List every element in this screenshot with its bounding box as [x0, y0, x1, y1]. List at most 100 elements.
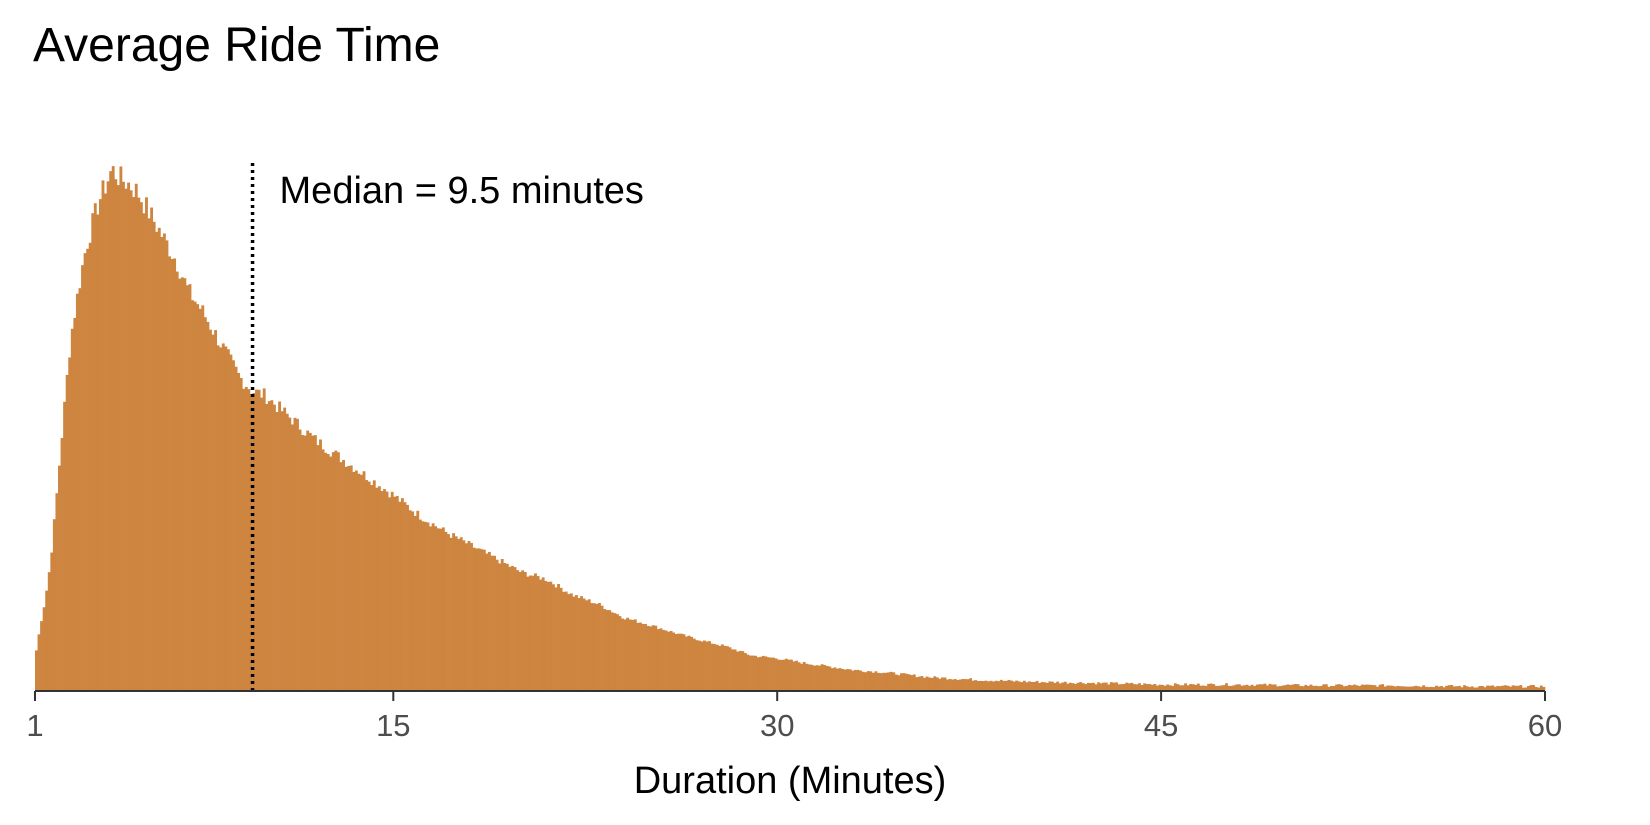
histogram-bar — [984, 680, 988, 690]
histogram-bar — [1035, 680, 1039, 690]
histogram-bar — [1276, 686, 1280, 690]
histogram-bar — [370, 485, 374, 690]
histogram-bar — [987, 681, 990, 690]
histogram-bar — [564, 591, 568, 690]
histogram-bar — [1196, 683, 1200, 690]
histogram-bar — [1237, 684, 1241, 690]
histogram-bar — [784, 658, 788, 690]
histogram-bar — [1468, 687, 1472, 690]
histogram-bar — [475, 548, 479, 690]
histogram-bar — [395, 495, 399, 690]
histogram-bar — [270, 400, 274, 690]
histogram-bar — [1498, 686, 1502, 690]
histogram-bar — [1191, 684, 1195, 690]
histogram-bar — [708, 641, 711, 690]
histogram-bar — [1217, 685, 1221, 690]
histogram-bar — [1140, 685, 1144, 690]
histogram-bar — [1501, 685, 1505, 690]
histogram-bar — [805, 663, 809, 690]
histogram-bar — [255, 389, 258, 690]
histogram-bar — [1539, 685, 1543, 690]
histogram-bar — [1473, 687, 1477, 690]
histogram-bar — [1092, 682, 1095, 690]
histogram-bar — [324, 452, 328, 690]
histogram-bar — [823, 665, 827, 690]
histogram-bar — [40, 621, 43, 690]
histogram-bar — [1199, 685, 1203, 690]
histogram-bar — [746, 654, 750, 690]
histogram-bar — [1117, 684, 1121, 690]
histogram-bar — [464, 543, 468, 690]
histogram-bar — [639, 622, 642, 690]
histogram-bar — [882, 672, 885, 690]
histogram-bar — [262, 388, 266, 690]
histogram-bar — [528, 575, 532, 690]
histogram-bar — [493, 555, 496, 690]
histogram-bar — [1278, 686, 1282, 690]
histogram-bar — [306, 430, 310, 690]
histogram-bar — [587, 599, 591, 690]
histogram-bar — [229, 354, 233, 690]
histogram-bar — [915, 677, 919, 690]
histogram-bar — [1209, 683, 1213, 690]
histogram-bar — [513, 567, 517, 690]
histogram-bar — [139, 202, 143, 690]
histogram-bar — [237, 372, 241, 690]
histogram-bar — [175, 271, 179, 690]
histogram-bar — [242, 388, 246, 690]
histogram-bar — [797, 662, 801, 690]
histogram-bar — [142, 213, 146, 690]
histogram-bar — [1145, 684, 1149, 690]
histogram-bar — [1107, 684, 1111, 690]
histogram-bar — [1437, 686, 1441, 690]
histogram-bar — [398, 501, 402, 690]
histogram-bar — [393, 496, 397, 690]
histogram-bar — [754, 655, 758, 690]
histogram-bar — [1488, 685, 1492, 690]
histogram-bar — [198, 308, 202, 690]
histogram-bar — [1475, 687, 1479, 690]
histogram-bar — [280, 411, 284, 690]
histogram-bar — [162, 233, 166, 690]
histogram-bar — [1255, 684, 1259, 690]
histogram-bar — [477, 548, 481, 690]
histogram-bar — [613, 613, 617, 690]
histogram-bar — [390, 491, 394, 690]
histogram-bar — [1478, 686, 1482, 690]
median-marker: Median = 9.5 minutes — [250, 163, 644, 690]
histogram-bar — [759, 656, 763, 690]
histogram-bar — [710, 643, 714, 690]
histogram-bar — [436, 528, 440, 690]
histogram-bar — [1411, 686, 1415, 690]
histogram-bar — [472, 547, 476, 690]
histogram-bar — [150, 207, 154, 691]
histogram-bar — [1445, 685, 1449, 690]
histogram-bar — [431, 523, 435, 690]
histogram-bar — [357, 473, 361, 690]
histogram-bar — [992, 681, 996, 690]
histogram-bar — [687, 635, 691, 690]
histogram-bars — [35, 166, 1546, 691]
histogram-bar — [969, 678, 973, 690]
histogram-bar — [1386, 685, 1390, 690]
histogram-bar — [1125, 682, 1129, 690]
histogram-bar — [247, 389, 251, 690]
histogram-bar — [1417, 686, 1420, 690]
histogram-bar — [1020, 682, 1024, 690]
histogram-bar — [718, 645, 722, 690]
histogram-bar — [400, 498, 404, 690]
histogram-bar — [452, 533, 456, 690]
histogram-bar — [447, 534, 450, 690]
histogram-bar — [331, 452, 335, 690]
histogram-bar — [800, 663, 804, 690]
histogram-bar — [1332, 685, 1336, 690]
histogram-bar — [585, 600, 589, 690]
histogram-bar — [267, 401, 271, 690]
x-tick-label: 45 — [1144, 708, 1178, 743]
histogram-bar — [900, 673, 903, 690]
histogram-bar — [654, 625, 658, 690]
histogram-bar — [1504, 685, 1507, 690]
histogram-bar — [1365, 684, 1369, 690]
histogram-bar — [636, 622, 640, 690]
